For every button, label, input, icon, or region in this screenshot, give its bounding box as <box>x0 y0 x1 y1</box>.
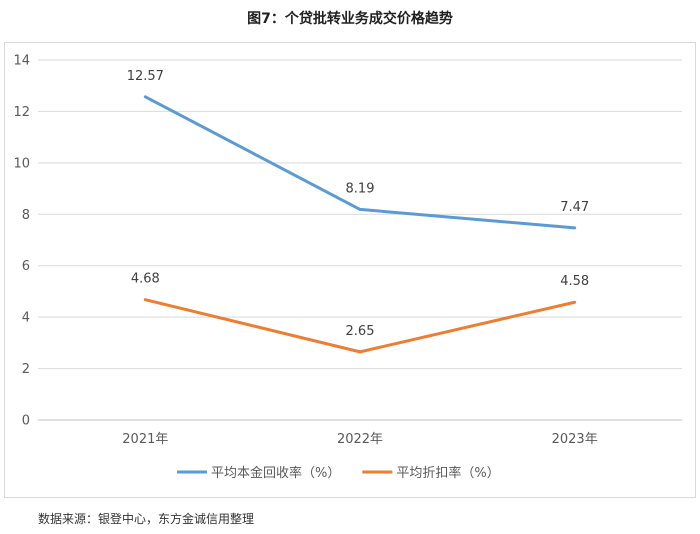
y-tick-label: 4 <box>22 311 30 326</box>
y-tick-label: 8 <box>22 208 30 223</box>
data-label: 4.68 <box>131 272 160 287</box>
x-axis-ticks: 2021年 2022年 2023年 <box>122 432 597 447</box>
y-tick-label: 6 <box>22 259 30 274</box>
legend-label-1: 平均本金回收率（%） <box>211 465 340 481</box>
chart-title: 图7：个贷批转业务成交价格趋势 <box>247 11 453 27</box>
y-axis-ticks: 0 2 4 6 8 10 12 14 <box>13 54 30 429</box>
y-tick-label: 0 <box>22 414 30 429</box>
series-lines <box>143 95 577 354</box>
y-tick-label: 10 <box>13 156 30 171</box>
y-tick-label: 12 <box>13 105 30 120</box>
data-label: 4.58 <box>560 274 589 289</box>
x-tick-label: 2022年 <box>337 432 383 447</box>
chart-frame <box>4 42 696 498</box>
source-note: 数据来源：银登中心，东方金诚信用整理 <box>38 512 255 526</box>
data-labels: 12.57 8.19 7.47 4.68 2.65 4.58 <box>127 69 589 339</box>
data-label: 8.19 <box>346 181 375 196</box>
data-label: 2.65 <box>346 324 375 339</box>
y-tick-label: 14 <box>13 54 30 69</box>
series-line-1 <box>143 95 577 230</box>
x-tick-label: 2023年 <box>552 432 598 447</box>
gridlines <box>38 59 682 421</box>
y-tick-label: 2 <box>22 362 30 377</box>
legend: 平均本金回收率（%） 平均折扣率（%） <box>177 465 500 481</box>
data-label: 12.57 <box>127 69 164 84</box>
legend-label-2: 平均折扣率（%） <box>396 465 499 481</box>
x-tick-label: 2021年 <box>122 432 168 447</box>
data-label: 7.47 <box>560 200 589 215</box>
series-line-2 <box>143 298 577 354</box>
